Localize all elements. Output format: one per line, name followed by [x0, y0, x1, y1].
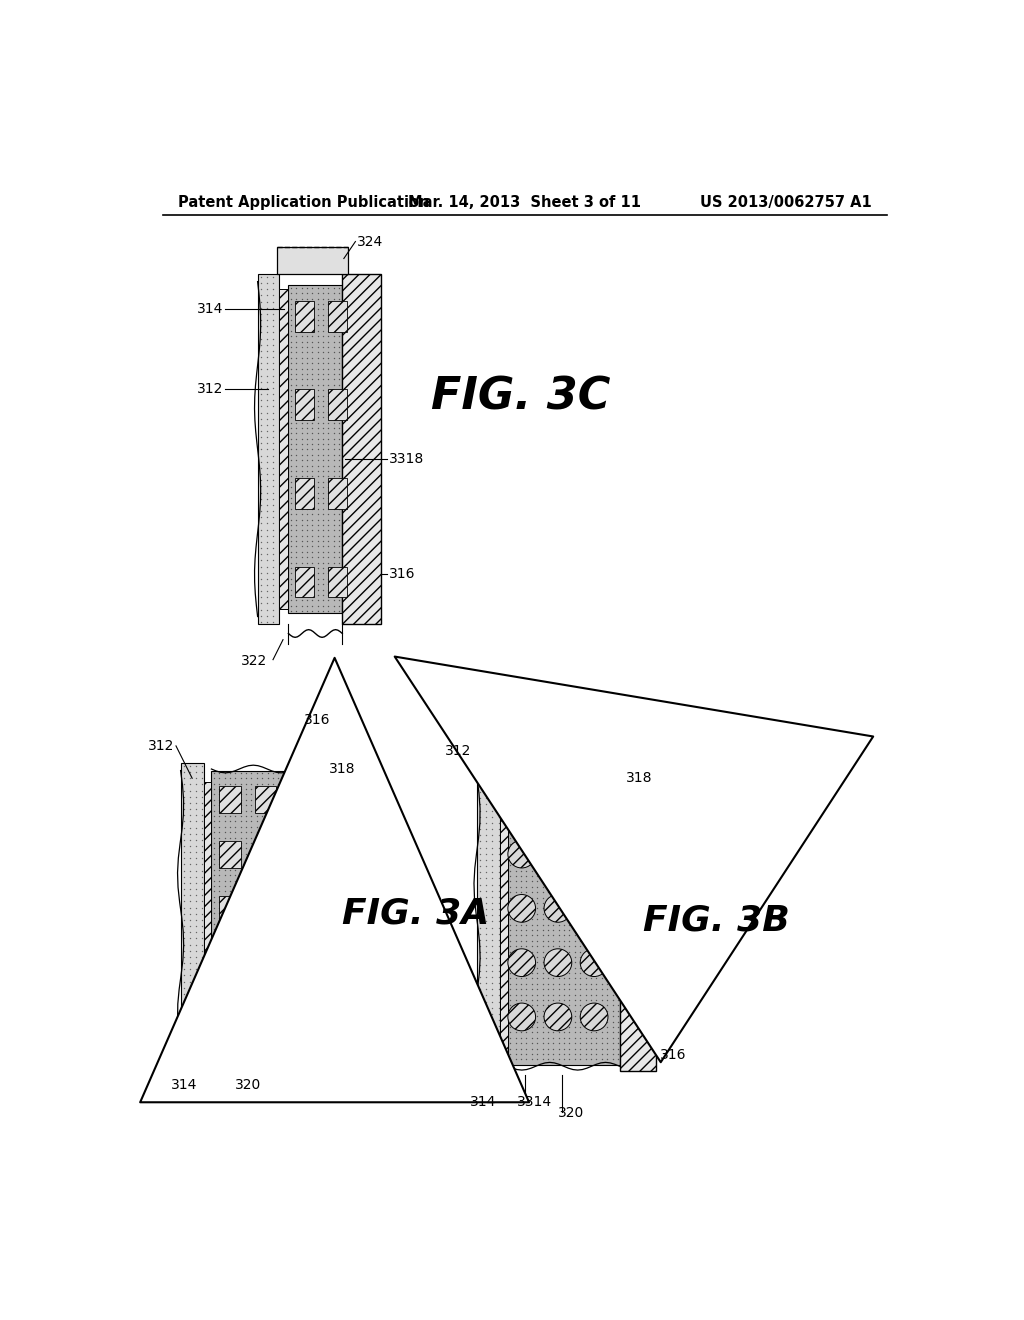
Bar	[255, 950, 276, 978]
Text: 316: 316	[660, 1048, 687, 1063]
Text: FIG. 3B: FIG. 3B	[643, 904, 790, 937]
Bar	[621, 756, 655, 772]
Bar	[219, 785, 241, 813]
Text: 3318: 3318	[388, 451, 424, 466]
Text: 312: 312	[444, 744, 471, 758]
Ellipse shape	[581, 1003, 608, 1031]
Bar	[219, 1006, 241, 1032]
Text: 324: 324	[357, 235, 383, 248]
Ellipse shape	[544, 949, 571, 977]
Bar	[508, 776, 620, 1065]
Text: 316: 316	[304, 714, 330, 727]
Bar	[219, 896, 241, 923]
Bar	[323, 763, 360, 1056]
Text: Patent Application Publication: Patent Application Publication	[178, 195, 430, 210]
Bar	[255, 841, 276, 867]
Ellipse shape	[544, 841, 571, 869]
Bar	[295, 566, 313, 597]
Bar	[295, 389, 313, 420]
Bar	[258, 275, 280, 624]
Bar	[289, 285, 342, 612]
Bar	[328, 301, 347, 331]
Bar	[204, 781, 211, 1036]
Text: 318: 318	[626, 771, 652, 785]
Text: 312: 312	[148, 739, 174, 752]
Bar	[255, 1006, 276, 1032]
Ellipse shape	[544, 1003, 571, 1031]
Bar	[477, 771, 500, 1071]
Ellipse shape	[581, 895, 608, 923]
Bar	[295, 301, 313, 331]
Text: US 2013/0062757 A1: US 2013/0062757 A1	[699, 195, 871, 210]
Ellipse shape	[508, 1003, 536, 1031]
Bar	[211, 771, 323, 1048]
Ellipse shape	[508, 949, 536, 977]
Ellipse shape	[581, 949, 608, 977]
Bar	[280, 289, 289, 609]
Bar	[180, 763, 204, 1056]
Text: 320: 320	[558, 1106, 584, 1121]
Text: 3314: 3314	[517, 1094, 552, 1109]
Text: FIG. 3C: FIG. 3C	[431, 376, 610, 418]
Bar	[219, 950, 241, 978]
Text: 314: 314	[470, 1094, 497, 1109]
Ellipse shape	[581, 785, 608, 813]
Ellipse shape	[508, 785, 536, 813]
Text: 316: 316	[388, 568, 415, 581]
Text: 314: 314	[171, 1077, 198, 1092]
Ellipse shape	[508, 841, 536, 869]
Text: 320: 320	[234, 1077, 261, 1092]
Text: Mar. 14, 2013  Sheet 3 of 11: Mar. 14, 2013 Sheet 3 of 11	[409, 195, 641, 210]
Bar	[328, 478, 347, 508]
Bar	[342, 275, 381, 624]
Bar	[295, 478, 313, 508]
Bar	[500, 788, 508, 1053]
Bar	[255, 896, 276, 923]
Ellipse shape	[508, 895, 536, 923]
Bar	[328, 566, 347, 597]
Bar	[219, 841, 241, 867]
Bar	[620, 771, 656, 1071]
Bar	[328, 389, 347, 420]
Bar	[276, 247, 348, 275]
Bar	[255, 785, 276, 813]
Text: 318: 318	[330, 762, 355, 776]
Text: 314: 314	[197, 301, 223, 315]
Ellipse shape	[581, 841, 608, 869]
Bar	[325, 748, 358, 764]
Text: FIG. 3A: FIG. 3A	[342, 896, 489, 931]
Text: 322: 322	[241, 655, 267, 668]
Ellipse shape	[544, 785, 571, 813]
Ellipse shape	[544, 895, 571, 923]
Text: 312: 312	[197, 383, 223, 396]
